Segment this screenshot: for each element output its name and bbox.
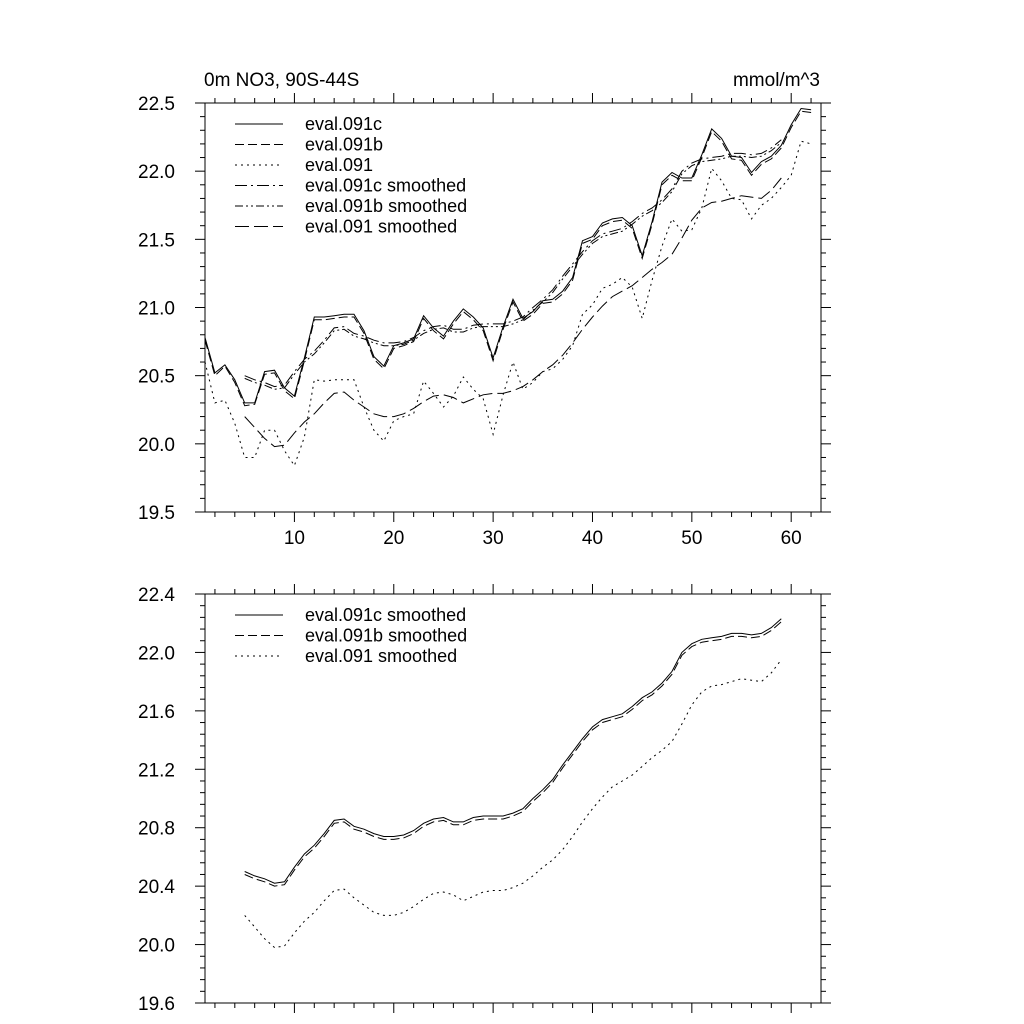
series-line bbox=[244, 621, 782, 887]
y-tick-label: 22.0 bbox=[138, 162, 175, 183]
series-line bbox=[204, 140, 812, 467]
series-line bbox=[244, 139, 782, 388]
x-tick-label: 20 bbox=[383, 528, 404, 549]
y-tick-label: 22.5 bbox=[138, 94, 175, 115]
x-tick-label: 60 bbox=[781, 528, 802, 549]
x-tick-label: 50 bbox=[681, 528, 702, 549]
series-line bbox=[244, 177, 782, 448]
y-tick-label: 22.0 bbox=[138, 643, 175, 664]
bottom-line-chart: 19.6 20.0 20.4 20.8 21.2 21.6 22.0 22.4 eval.091… bbox=[138, 584, 831, 1015]
series-line bbox=[244, 142, 782, 390]
y-tick-label: 20.5 bbox=[138, 367, 175, 388]
y-tick-label: 21.6 bbox=[138, 702, 175, 723]
plot-frame bbox=[204, 593, 822, 1004]
x-tick-label: 30 bbox=[483, 528, 504, 549]
series-line bbox=[204, 107, 812, 404]
legend-label: eval.091c smoothed bbox=[305, 605, 466, 625]
legend-label: eval.091c bbox=[305, 114, 382, 134]
y-tick-label: 20.0 bbox=[138, 435, 175, 456]
legend-label: eval.091b bbox=[305, 135, 383, 155]
series-line bbox=[244, 659, 782, 949]
y-tick-label: 21.0 bbox=[138, 299, 175, 320]
y-tick-label: 20.0 bbox=[138, 936, 175, 957]
y-tick-label: 22.4 bbox=[138, 585, 175, 606]
x-tick-label: 10 bbox=[284, 528, 305, 549]
units-label: mmol/m^3 bbox=[733, 70, 820, 91]
y-tick-label: 19.5 bbox=[138, 503, 175, 524]
series-line bbox=[204, 110, 812, 407]
series-line bbox=[244, 618, 782, 884]
x-tick-label: 40 bbox=[582, 528, 603, 549]
legend-label: eval.091c smoothed bbox=[305, 176, 466, 196]
top-line-chart: 0m NO3, 90S-44S mmol/m^3 10 20 30 40 50 60 19.… bbox=[138, 70, 831, 549]
legend-label: eval.091b smoothed bbox=[305, 196, 467, 216]
y-tick-label: 21.5 bbox=[138, 230, 175, 251]
y-tick-label: 20.4 bbox=[138, 877, 175, 898]
legend-label: eval.091 bbox=[305, 155, 373, 175]
y-tick-label: 21.2 bbox=[138, 760, 175, 781]
legend-label: eval.091 smoothed bbox=[305, 217, 457, 237]
legend-label: eval.091 smoothed bbox=[305, 646, 457, 666]
y-tick-label: 19.6 bbox=[138, 994, 175, 1015]
chart-title: 0m NO3, 90S-44S bbox=[204, 70, 359, 91]
plot-frame bbox=[204, 102, 822, 513]
legend-label: eval.091b smoothed bbox=[305, 626, 467, 646]
y-tick-label: 20.8 bbox=[138, 819, 175, 840]
